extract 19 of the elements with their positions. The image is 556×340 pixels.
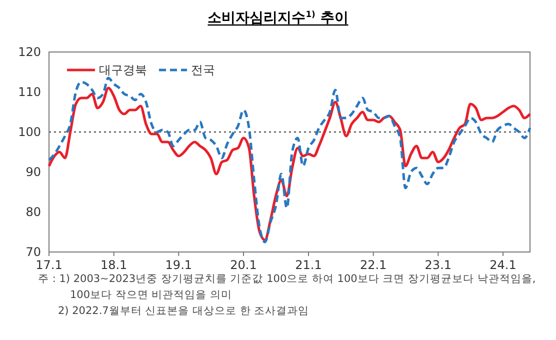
y-tick-label: 110 xyxy=(18,85,41,100)
text: 주 : 1) 2003~2023년중 장기평균치를 기준값 100으로 하여 100보다 크면 장기평균보다 낙관적임을, 100보다 작으면 비관적임을 의미 xyxy=(38,273,536,301)
x-tick-label: 24.1 xyxy=(490,258,516,272)
x-tick-label: 18.1 xyxy=(100,258,128,272)
y-tick-label: 90 xyxy=(26,165,41,180)
x-tick-label: 22.1 xyxy=(360,258,387,272)
chart-title: 소비자심리지수$^{1)}$ 추이 xyxy=(208,9,348,26)
x-tick-label: 20.1 xyxy=(230,258,257,272)
x-tick-label: 21.1 xyxy=(295,258,322,272)
legend-label: 전국 xyxy=(191,63,215,78)
y-tick-label: 120 xyxy=(18,45,41,60)
x-tick-label: 17.1 xyxy=(36,258,62,272)
y-tick-label: 80 xyxy=(26,205,41,220)
x-tick-label: 23.1 xyxy=(424,258,452,272)
x-tick-label: 19.1 xyxy=(165,258,192,272)
y-tick-label: 100 xyxy=(18,125,41,140)
y-tick-label: 70 xyxy=(26,245,41,260)
legend-label: 대구경북 xyxy=(99,63,147,78)
text: 2) 2022.7월부터 신표본을 대상으로 한 조사결과임 xyxy=(58,305,310,317)
